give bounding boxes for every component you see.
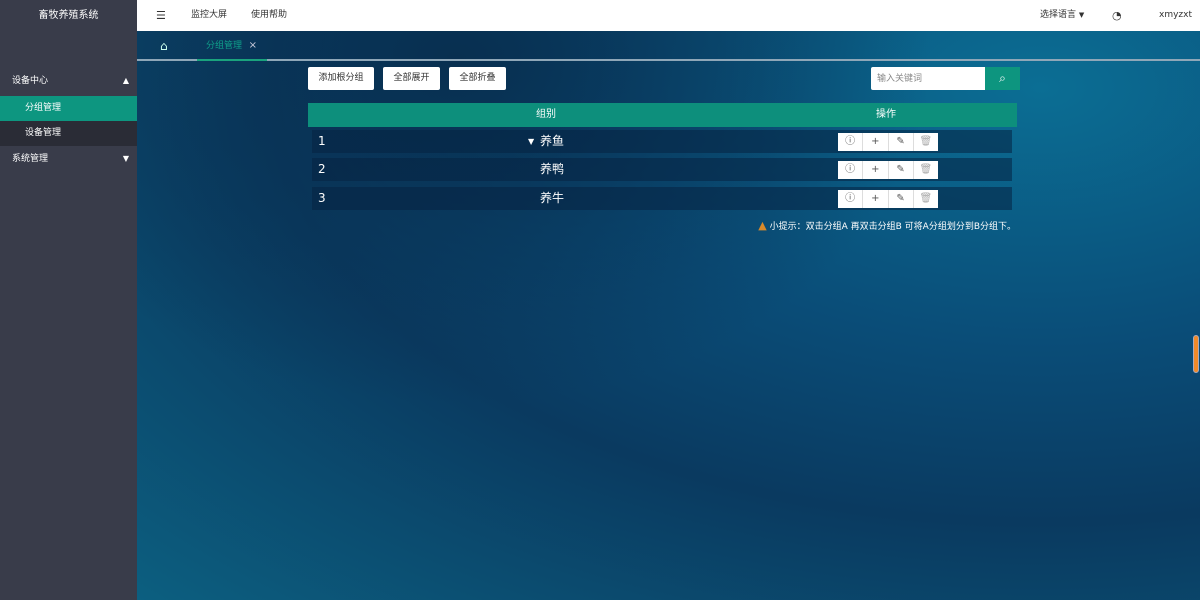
- info-icon[interactable]: ⓘ: [838, 190, 864, 208]
- trash-icon[interactable]: 🗑: [919, 193, 933, 204]
- main-content: ⌂ 分组管理 × 添加根分组 全部展开 全部折叠 ⌕ 组别 操作 1 ▼ 养鱼 ⓘ…: [137, 31, 1200, 600]
- trash-icon[interactable]: 🗑: [919, 136, 933, 147]
- info-icon[interactable]: ⓘ: [838, 133, 864, 151]
- caret-down-icon: ▼: [1078, 11, 1085, 19]
- info-icon[interactable]: ⓘ: [838, 161, 864, 179]
- nav-link-monitor[interactable]: 监控大屏: [191, 10, 228, 20]
- hamburger-icon[interactable]: ☰: [156, 9, 166, 22]
- top-header: ☰ 监控大屏 使用帮助 选择语言 ▼ ◔ xmyzxt ▼: [137, 0, 1200, 50]
- tab-group-management[interactable]: 分组管理 ×: [197, 31, 267, 61]
- palette-icon[interactable]: ◔: [1112, 9, 1122, 22]
- language-label: 选择语言: [1040, 10, 1077, 20]
- table-header: 组别 操作: [308, 103, 1017, 127]
- row-name: 养鸭: [540, 162, 565, 176]
- row-name: 养鱼: [540, 134, 565, 148]
- edit-icon[interactable]: ✎: [889, 133, 914, 151]
- sidebar-group-label: 设备中心: [12, 76, 49, 86]
- trash-icon[interactable]: 🗑: [919, 164, 933, 175]
- nav-link-help[interactable]: 使用帮助: [251, 10, 288, 20]
- plus-icon[interactable]: +: [863, 133, 889, 151]
- home-icon[interactable]: ⌂: [160, 39, 168, 53]
- row-index: 2: [318, 162, 326, 176]
- close-icon[interactable]: ×: [248, 40, 257, 51]
- sidebar-item-device-management[interactable]: 设备管理: [0, 121, 137, 146]
- search-button[interactable]: ⌕: [985, 67, 1020, 90]
- scrollbar[interactable]: [1193, 335, 1199, 373]
- row-index: 3: [318, 191, 326, 205]
- table-row[interactable]: 1 ▼ 养鱼 ⓘ + ✎ 🗑: [312, 130, 1012, 153]
- table-row[interactable]: 2 养鸭 ⓘ + ✎ 🗑: [312, 158, 1012, 181]
- table-row[interactable]: 3 养牛 ⓘ + ✎ 🗑: [312, 187, 1012, 210]
- hint-text: ▲ 小提示：双击分组A 再双击分组B 可将A分组划分到B分组下。: [758, 219, 1016, 232]
- plus-icon[interactable]: +: [863, 190, 889, 208]
- tab-label: 分组管理: [206, 41, 243, 51]
- edit-icon[interactable]: ✎: [889, 190, 914, 208]
- caret-down-icon: ▼: [122, 154, 129, 163]
- row-index: 1: [318, 134, 326, 148]
- tab-bar: ⌂ 分组管理 ×: [137, 31, 1200, 61]
- sidebar-group-device-center[interactable]: 设备中心 ▲: [0, 69, 137, 93]
- row-actions: ⓘ + ✎ 🗑: [838, 161, 938, 179]
- add-root-group-button[interactable]: 添加根分组: [308, 67, 374, 90]
- search-input[interactable]: [871, 67, 985, 90]
- edit-icon[interactable]: ✎: [889, 161, 914, 179]
- collapse-all-button[interactable]: 全部折叠: [449, 67, 506, 90]
- caret-up-icon: ▲: [122, 76, 129, 85]
- hint-message: 小提示：双击分组A 再双击分组B 可将A分组划分到B分组下。: [769, 222, 1016, 232]
- sidebar-item-group-management[interactable]: 分组管理: [0, 96, 137, 121]
- expand-all-button[interactable]: 全部展开: [383, 67, 440, 90]
- plus-icon[interactable]: +: [863, 161, 889, 179]
- username: xmyzxt: [1159, 10, 1192, 20]
- app-title: 畜牧养殖系统: [38, 10, 99, 21]
- row-actions: ⓘ + ✎ 🗑: [838, 133, 938, 151]
- warning-icon: ▲: [758, 219, 767, 232]
- language-select[interactable]: 选择语言 ▼: [1040, 0, 1084, 31]
- caret-down-icon[interactable]: ▼: [528, 137, 535, 146]
- sidebar: 畜牧养殖系统 设备中心 ▲ 分组管理 设备管理 系统管理 ▼: [0, 0, 137, 600]
- sidebar-group-label: 系统管理: [12, 154, 49, 164]
- column-header-actions: 操作: [876, 109, 896, 120]
- sidebar-group-system-management[interactable]: 系统管理 ▼: [0, 147, 137, 171]
- row-actions: ⓘ + ✎ 🗑: [838, 190, 938, 208]
- search-icon: ⌕: [999, 71, 1006, 85]
- column-header-group: 组别: [536, 109, 556, 120]
- row-name: 养牛: [540, 191, 565, 205]
